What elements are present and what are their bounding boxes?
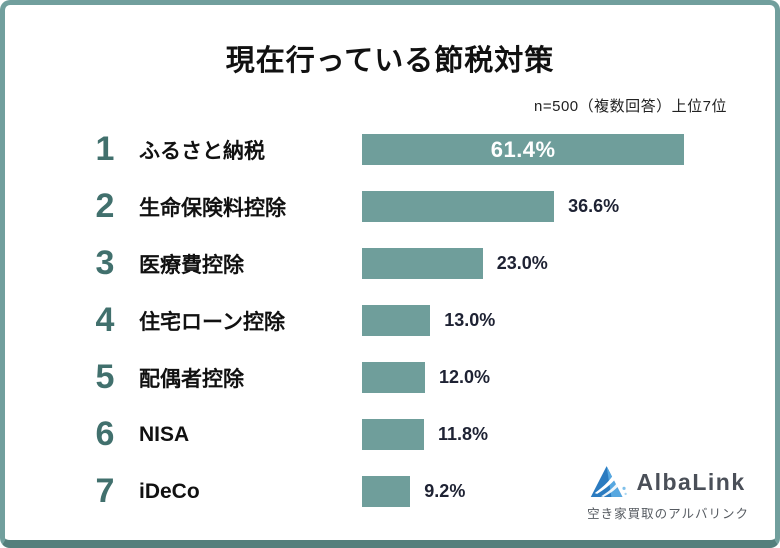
- albalink-mountain-icon: [590, 464, 628, 500]
- bar-area: 23.0%: [362, 235, 775, 292]
- value-label: 13.0%: [444, 310, 496, 330]
- bar: 61.4%: [362, 134, 685, 165]
- bar: [362, 248, 483, 279]
- rank-number: 4: [95, 301, 115, 339]
- chart-row: 1 ふるさと納税 61.4%: [5, 121, 775, 178]
- value-label: 36.6%: [568, 196, 620, 216]
- bar-chart: 1 ふるさと納税 61.4% 2 生命保険料控除 36.6% 3 医療費控除 23.0% 4 住宅ロ…: [5, 121, 775, 520]
- rank-number: 5: [95, 358, 115, 396]
- rank-number: 6: [95, 415, 115, 453]
- chart-row: 7 iDeCo 9.2%: [5, 463, 775, 520]
- category-label: ふるさと納税: [139, 139, 265, 163]
- bar: [362, 362, 425, 393]
- value-label: 61.4%: [490, 136, 556, 162]
- category-label: 住宅ローン控除: [139, 310, 285, 334]
- bar-area: 9.2%: [362, 463, 775, 520]
- sample-size-note: n=500（複数回答）上位7位: [534, 98, 727, 115]
- albalink-logo-text: AlbaLink: [636, 468, 746, 495]
- chart-row: 2 生命保険料控除 36.6%: [5, 178, 775, 235]
- category-label: NISA: [139, 422, 190, 446]
- chart-row: 3 医療費控除 23.0%: [5, 235, 775, 292]
- chart-title: 現在行っている節税対策: [225, 45, 555, 77]
- albalink-logo: AlbaLink 空き家買取のアルバリンク: [587, 464, 749, 522]
- bar: [362, 191, 555, 222]
- rank-number: 7: [95, 472, 115, 510]
- category-label: 生命保険料控除: [139, 196, 286, 220]
- value-label: 23.0%: [496, 253, 548, 273]
- category-label: 配偶者控除: [139, 367, 244, 391]
- bar-area: 12.0%: [362, 349, 775, 406]
- chart-row: 5 配偶者控除 12.0%: [5, 349, 775, 406]
- chart-row: 4 住宅ローン控除 13.0%: [5, 292, 775, 349]
- bar: [362, 476, 411, 507]
- chart-row: 6 NISA 11.8%: [5, 406, 775, 463]
- rank-number: 2: [95, 187, 115, 225]
- bar-area: 36.6%: [362, 178, 775, 235]
- albalink-tagline: 空き家買取のアルバリンク: [587, 507, 749, 521]
- value-label: 9.2%: [424, 481, 466, 501]
- bar-area: 13.0%: [362, 292, 775, 349]
- rank-number: 1: [95, 130, 115, 168]
- value-label: 12.0%: [439, 367, 491, 387]
- bar: [362, 419, 424, 450]
- category-label: 医療費控除: [139, 253, 244, 277]
- rank-number: 3: [95, 244, 115, 282]
- bar: [362, 305, 431, 336]
- bar-area: 11.8%: [362, 406, 775, 463]
- bar-area: 61.4%: [362, 121, 775, 178]
- category-label: iDeCo: [139, 479, 200, 503]
- value-label: 11.8%: [437, 424, 488, 444]
